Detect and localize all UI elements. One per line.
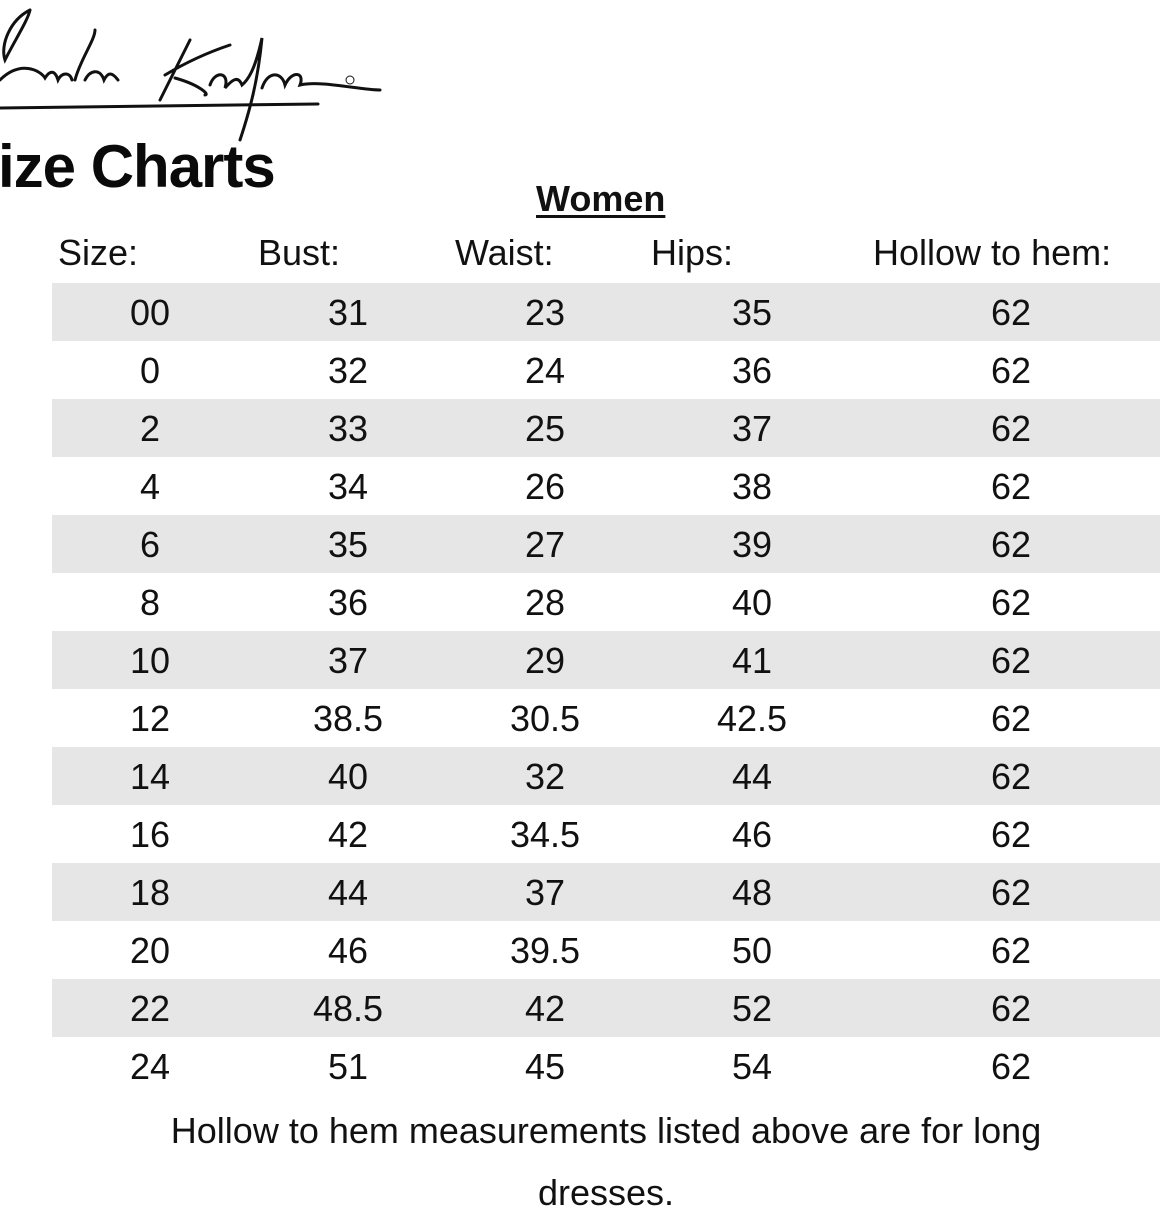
cell-waist: 27 [524, 524, 566, 565]
table-row: 24 51 45 54 62 [52, 1037, 1160, 1095]
cell-size: 00 [129, 292, 171, 333]
cell-hollow-to-hem: 62 [990, 408, 1032, 449]
table-row: 14 40 32 44 62 [52, 747, 1160, 805]
cell-size: 20 [129, 930, 171, 971]
cell-size: 24 [129, 1046, 171, 1087]
cell-bust: 38.5 [312, 698, 384, 739]
cell-bust: 37 [327, 640, 369, 681]
cell-bust: 35 [327, 524, 369, 565]
cell-waist: 26 [524, 466, 566, 507]
cell-hollow-to-hem: 62 [990, 756, 1032, 797]
cell-waist: 29 [524, 640, 566, 681]
cell-hollow-to-hem: 62 [990, 582, 1032, 623]
cell-hollow-to-hem: 62 [990, 640, 1032, 681]
cell-hips: 52 [731, 988, 773, 1029]
cell-size: 16 [129, 814, 171, 855]
cell-hollow-to-hem: 62 [990, 350, 1032, 391]
table-row: 2 33 25 37 62 [52, 399, 1160, 457]
cell-hips: 54 [731, 1046, 773, 1087]
cell-waist: 45 [524, 1046, 566, 1087]
cell-hips: 44 [731, 756, 773, 797]
header-bust: Bust: [258, 232, 341, 273]
cell-hips: 40 [731, 582, 773, 623]
section-heading-women: Women [536, 178, 666, 219]
cell-hips: 50 [731, 930, 773, 971]
cell-hollow-to-hem: 62 [990, 698, 1032, 739]
brand-signature-logo [0, 8, 382, 142]
table-row: 0 32 24 36 62 [52, 341, 1160, 399]
cell-bust: 33 [327, 408, 369, 449]
size-table: 00 31 23 35 62 0 32 24 36 62 2 33 25 37 62 4 34 26 38 62 6 35… [52, 283, 1160, 1095]
footnote-line-1: Hollow to hem measurements listed above … [170, 1110, 1042, 1151]
cell-hollow-to-hem: 62 [990, 292, 1032, 333]
cell-size: 6 [139, 524, 161, 565]
cell-bust: 51 [327, 1046, 369, 1087]
table-row: 8 36 28 40 62 [52, 573, 1160, 631]
table-row: 18 44 37 48 62 [52, 863, 1160, 921]
header-size: Size: [58, 232, 139, 273]
table-row: 6 35 27 39 62 [52, 515, 1160, 573]
cell-bust: 32 [327, 350, 369, 391]
cell-size: 18 [129, 872, 171, 913]
cell-size: 12 [129, 698, 171, 739]
cell-bust: 46 [327, 930, 369, 971]
table-row: 12 38.5 30.5 42.5 62 [52, 689, 1160, 747]
cell-hips: 42.5 [716, 698, 788, 739]
cell-hollow-to-hem: 62 [990, 524, 1032, 565]
page-title: ize Charts [0, 133, 276, 200]
cell-hips: 38 [731, 466, 773, 507]
cell-hips: 37 [731, 408, 773, 449]
header-hips: Hips: [651, 232, 734, 273]
cell-hollow-to-hem: 62 [990, 930, 1032, 971]
cell-size: 2 [139, 408, 161, 449]
cell-hips: 48 [731, 872, 773, 913]
cell-bust: 44 [327, 872, 369, 913]
cell-size: 8 [139, 582, 161, 623]
cell-bust: 36 [327, 582, 369, 623]
cell-hips: 41 [731, 640, 773, 681]
cell-hips: 36 [731, 350, 773, 391]
cell-size: 0 [139, 350, 161, 391]
cell-waist: 37 [524, 872, 566, 913]
footnote-line-2: dresses. [537, 1172, 675, 1213]
cell-bust: 31 [327, 292, 369, 333]
cell-hips: 35 [731, 292, 773, 333]
cell-hollow-to-hem: 62 [990, 1046, 1032, 1087]
header-hollow-to-hem: Hollow to hem: [873, 232, 1112, 273]
cell-size: 4 [139, 466, 161, 507]
cell-bust: 34 [327, 466, 369, 507]
cell-hollow-to-hem: 62 [990, 872, 1032, 913]
cell-bust: 42 [327, 814, 369, 855]
cell-hips: 46 [731, 814, 773, 855]
cell-bust: 40 [327, 756, 369, 797]
cell-bust: 48.5 [312, 988, 384, 1029]
table-row: 20 46 39.5 50 62 [52, 921, 1160, 979]
table-row: 00 31 23 35 62 [52, 283, 1160, 341]
cell-hollow-to-hem: 62 [990, 814, 1032, 855]
table-row: 22 48.5 42 52 62 [52, 979, 1160, 1037]
footnote: Hollow to hem measurements listed above … [0, 1100, 1170, 1224]
cell-size: 14 [129, 756, 171, 797]
table-row: 10 37 29 41 62 [52, 631, 1160, 689]
cell-hips: 39 [731, 524, 773, 565]
table-row: 4 34 26 38 62 [52, 457, 1160, 515]
cell-size: 10 [129, 640, 171, 681]
cell-waist: 24 [524, 350, 566, 391]
table-row: 16 42 34.5 46 62 [52, 805, 1160, 863]
cell-hollow-to-hem: 62 [990, 988, 1032, 1029]
cell-waist: 23 [524, 292, 566, 333]
cell-waist: 25 [524, 408, 566, 449]
cell-waist: 39.5 [509, 930, 581, 971]
header-waist: Waist: [455, 232, 554, 273]
cell-waist: 28 [524, 582, 566, 623]
cell-size: 22 [129, 988, 171, 1029]
cell-waist: 30.5 [509, 698, 581, 739]
cell-waist: 34.5 [509, 814, 581, 855]
cell-waist: 42 [524, 988, 566, 1029]
cell-hollow-to-hem: 62 [990, 466, 1032, 507]
cell-waist: 32 [524, 756, 566, 797]
